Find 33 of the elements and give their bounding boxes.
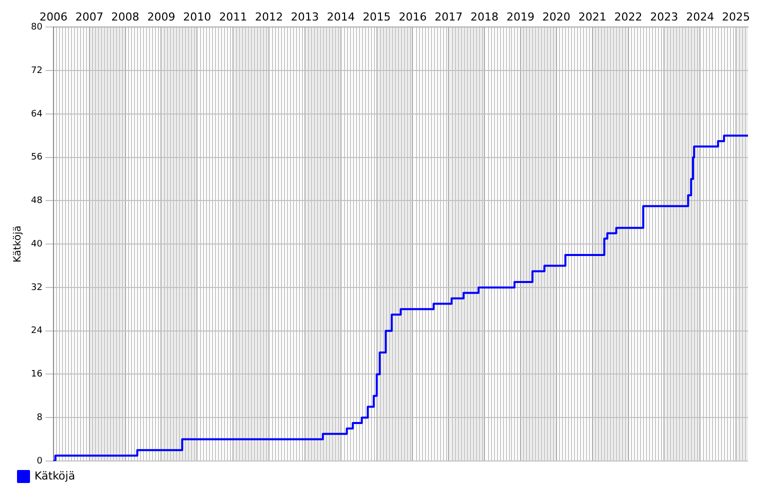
x-tick-label: 2010 [183,10,212,24]
x-tick-label: 2022 [614,10,642,24]
y-tick-label: 64 [31,109,43,120]
x-tick-label: 2011 [219,10,248,24]
x-tick-label: 2013 [290,10,319,24]
x-tick-label: 2025 [722,10,750,24]
x-tick-label: 2016 [398,10,427,24]
x-tick-label: 2024 [686,10,714,24]
y-tick-label: 32 [31,282,42,293]
x-tick-label: 2017 [434,10,463,24]
legend-label: Kätköjä [34,469,76,482]
y-tick-label: 0 [36,456,43,466]
x-tick-label: 2023 [650,10,678,24]
x-tick-label: 2018 [470,10,499,24]
x-tick-label: 2009 [147,10,176,24]
y-tick-label: 8 [36,412,43,423]
y-axis-title: Kätköjä [12,226,24,263]
y-tick-label: 80 [31,22,43,33]
x-tick-label: 2006 [39,10,68,24]
x-tick-label: 2020 [542,10,570,24]
y-tick-label: 24 [31,326,43,336]
x-tick-label: 2015 [362,10,391,24]
x-tick-label: 2019 [506,10,534,24]
x-tick-label: 2021 [578,10,606,24]
y-tick-label: 56 [31,152,43,163]
y-tick-label: 72 [31,66,42,76]
x-tick-label: 2012 [255,10,283,24]
y-tick-label: 16 [31,370,43,380]
x-tick-label: 2008 [111,10,140,24]
x-tick-label: 2014 [326,10,355,24]
y-tick-label: 48 [31,196,43,206]
y-tick-label: 40 [31,239,43,250]
x-tick-label: 2007 [75,10,104,24]
